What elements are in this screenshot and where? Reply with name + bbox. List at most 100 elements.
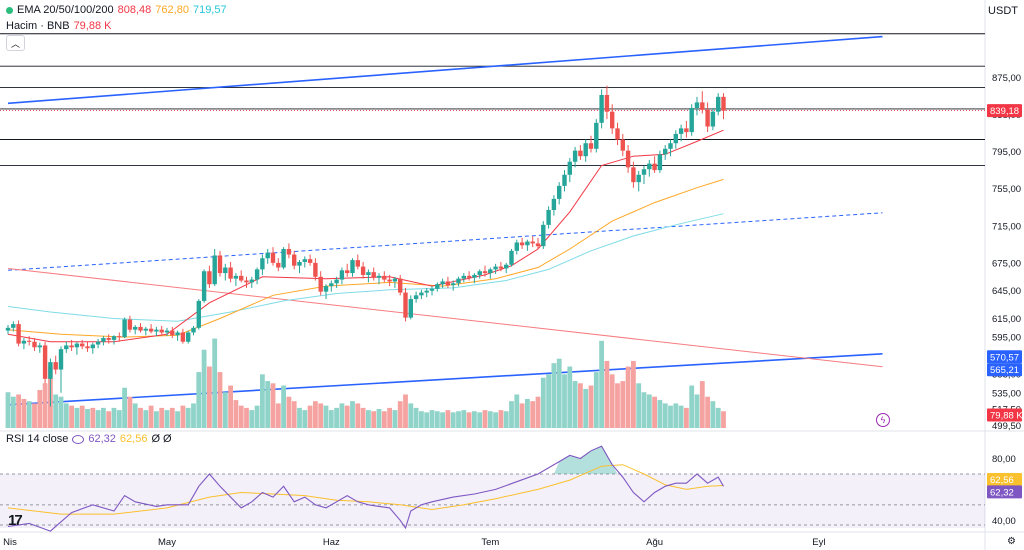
volume-bar xyxy=(397,401,403,428)
volume-bar xyxy=(265,381,271,428)
candle-body xyxy=(684,128,689,133)
volume-bar xyxy=(313,401,318,428)
volume-legend-label: Hacim · BNB xyxy=(6,20,70,32)
candle-body xyxy=(58,349,64,370)
volume-bar xyxy=(408,403,414,428)
candle-body xyxy=(716,96,721,112)
candle-body xyxy=(239,275,244,281)
candle-body xyxy=(270,252,276,263)
candle-body xyxy=(286,248,292,255)
volume-bar xyxy=(212,338,218,428)
candle-body xyxy=(122,319,127,338)
time-tick-label: Tem xyxy=(481,537,499,548)
price-badge: 839,18 xyxy=(990,106,1019,117)
candle-body xyxy=(371,272,376,278)
settings-icon[interactable]: ⚙ xyxy=(1007,536,1016,547)
candle-body xyxy=(530,241,535,244)
candle-body xyxy=(207,271,212,285)
candle-body xyxy=(647,163,652,170)
volume-bar xyxy=(376,409,382,428)
candle-body xyxy=(355,260,360,267)
time-axis[interactable]: Nis May Haz Tem Ağu Eyl xyxy=(3,537,825,548)
volume-bar xyxy=(419,411,424,428)
candle-body xyxy=(196,300,201,328)
candle-body xyxy=(689,107,694,133)
price-tick-label: 755,00 xyxy=(992,184,1021,195)
volume-bar xyxy=(493,412,498,428)
candle-body xyxy=(265,252,270,259)
candle-body xyxy=(106,338,111,340)
volume-bar xyxy=(5,392,11,428)
volume-bar xyxy=(615,383,620,428)
candle-body xyxy=(567,161,572,175)
volume-bar xyxy=(132,403,138,428)
currency-label[interactable]: USDT xyxy=(988,5,1018,17)
volume-bar xyxy=(366,410,371,428)
volume-bar xyxy=(201,349,207,428)
volume-bar xyxy=(429,410,435,428)
candle-body xyxy=(429,288,435,291)
rsi-indicator-icon xyxy=(72,434,85,444)
volume-bar xyxy=(715,407,721,428)
trendlines xyxy=(7,35,883,406)
candle-body xyxy=(170,330,175,336)
volume-legend[interactable]: Hacim · BNB 79,88 K xyxy=(6,20,111,32)
volume-bar xyxy=(519,403,525,428)
candle-body xyxy=(519,242,525,246)
volume-bar xyxy=(228,385,233,428)
price-tick-label: 675,00 xyxy=(992,258,1021,269)
candle-body xyxy=(631,167,636,183)
volume-bar xyxy=(207,366,212,428)
price-tick-label: 645,00 xyxy=(992,286,1021,297)
candle-body xyxy=(281,248,286,268)
trendline xyxy=(7,352,883,406)
candle-body xyxy=(127,319,133,330)
volume-bar xyxy=(413,407,419,428)
price-axis[interactable]: 875,00835,00795,00755,00715,00675,00645,… xyxy=(987,73,1023,527)
volume-bar xyxy=(652,396,657,428)
time-tick-label: May xyxy=(158,537,176,548)
volume-bar xyxy=(668,405,673,428)
candle-body xyxy=(64,345,69,350)
volume-bar xyxy=(323,405,329,428)
collapse-legend-button[interactable]: ︿ xyxy=(6,35,25,51)
price-tick-label: 875,00 xyxy=(992,73,1021,84)
candle-body xyxy=(260,258,265,270)
candle-body xyxy=(329,283,334,287)
candle-body xyxy=(451,283,456,286)
candle-body xyxy=(138,326,143,331)
candle-body xyxy=(154,329,159,332)
volume-bar xyxy=(371,411,377,428)
candle-body xyxy=(472,274,477,278)
candle-body xyxy=(69,345,74,348)
lightning-icon[interactable]: ϟ xyxy=(876,413,890,427)
volume-bar xyxy=(498,410,504,428)
volume-bar xyxy=(254,405,260,428)
rsi-band xyxy=(0,473,985,528)
candle-body xyxy=(408,299,413,318)
candle-body xyxy=(578,150,583,157)
volume-bar xyxy=(641,392,647,428)
volume-bar xyxy=(244,407,249,428)
rsi-legend[interactable]: RSI 14 close 62,32 62,56 Ø Ø xyxy=(6,433,172,445)
candle-body xyxy=(557,185,562,199)
candle-body xyxy=(673,133,678,144)
volume-bar xyxy=(79,405,85,428)
candle-body xyxy=(477,271,482,275)
candle-body xyxy=(360,266,366,275)
candle-body xyxy=(201,271,207,301)
rsi-ma-value: 62,56 xyxy=(119,433,148,445)
candle-body xyxy=(588,143,594,149)
candle-body xyxy=(276,262,281,268)
volume-bar xyxy=(344,405,350,428)
candle-body xyxy=(551,198,557,211)
volume-bar xyxy=(154,411,159,428)
rsi-ma-line xyxy=(7,464,724,515)
volume-bar xyxy=(599,340,604,428)
candle-body xyxy=(710,111,716,127)
candle-body xyxy=(313,262,318,277)
ema-legend[interactable]: EMA 20/50/100/200 808,48 762,80 719,57 xyxy=(6,4,227,16)
candle-body xyxy=(345,270,350,274)
